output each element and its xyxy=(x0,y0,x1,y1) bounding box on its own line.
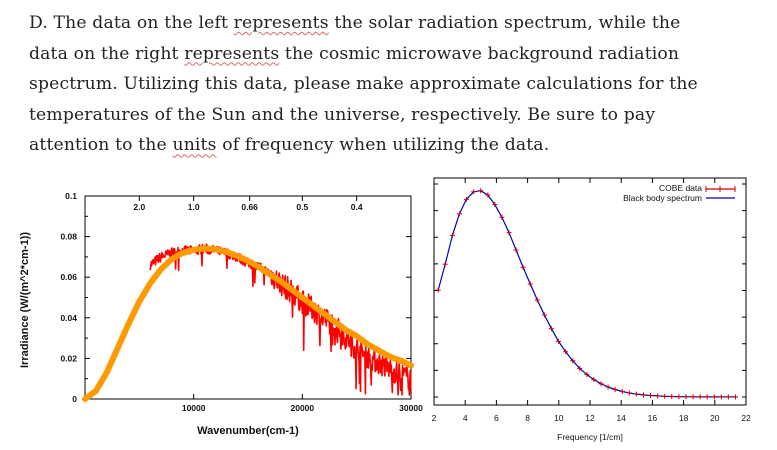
cmb-xtick-label: 6 xyxy=(494,413,499,423)
solar-ytick-label: 0.06 xyxy=(60,272,77,282)
solar-ytick-label: 0 xyxy=(72,394,77,404)
cmb-legend: COBE data Black body spectrum xyxy=(623,183,736,203)
cmb-xtick-label: 4 xyxy=(463,413,468,423)
solar-top-tick-label: 1.0 xyxy=(188,202,200,212)
cmb-xtick-label: 22 xyxy=(741,413,751,423)
solar-blackbody-line xyxy=(82,245,414,402)
solar-xtick-label: 20000 xyxy=(291,403,315,413)
legend-blackbody-label: Black body spectrum xyxy=(623,193,702,203)
cmb-xtick-label: 18 xyxy=(679,413,689,423)
cmb-spectrum-chart: 2 4 6 8 10 12 14 16 18 20 22 Frequency [1/cm] COBE… xyxy=(432,177,751,442)
cmb-series xyxy=(435,188,739,400)
solar-top-tick-label: 0.4 xyxy=(351,202,363,212)
question-line-1: D. The data on the left represents the s… xyxy=(29,13,681,33)
question-line-4: temperatures of the Sun and the universe… xyxy=(29,104,656,125)
solar-ytick-label: 0.02 xyxy=(60,353,77,363)
solar-measured-line xyxy=(149,243,412,396)
cmb-xtick-label: 12 xyxy=(585,413,595,423)
solar-ytick-label: 0.1 xyxy=(65,191,77,201)
solar-y-axis-label: Irradiance (W/(m^2*cm-1)) xyxy=(19,232,31,368)
solar-series xyxy=(82,243,414,402)
solar-ytick-label: 0.04 xyxy=(60,313,77,323)
cmb-blackbody-line xyxy=(437,190,736,398)
question-line-5: attention to the units of frequency when… xyxy=(29,135,550,156)
cmb-xtick-label: 10 xyxy=(554,413,564,423)
solar-spectrum-chart: 0 0.02 0.04 0.06 0.08 0.1 10000 20000 30000 2.0 1.… xyxy=(19,191,423,437)
question-line-2: data on the right represents the cosmic … xyxy=(29,43,680,64)
cmb-x-axis-label: Frequency [1/cm] xyxy=(557,432,623,442)
cmb-xtick-label: 16 xyxy=(648,413,658,423)
question-text: D. The data on the left represents the s… xyxy=(29,8,764,161)
solar-ytick-label: 0.08 xyxy=(60,232,77,242)
cmb-xtick-label: 2 xyxy=(432,413,437,423)
solar-top-tick-label: 0.66 xyxy=(241,202,258,212)
solar-axis-ticks: 0 0.02 0.04 0.06 0.08 0.1 10000 20000 30000 2.0 1.… xyxy=(60,191,423,413)
solar-xtick-label: 30000 xyxy=(399,403,423,413)
solar-top-tick-label: 0.5 xyxy=(296,202,308,212)
solar-xtick-label: 10000 xyxy=(182,403,206,413)
solar-plot-frame xyxy=(84,195,412,400)
question-line-3: spectrum. Utilizing this data, please ma… xyxy=(29,74,698,95)
cmb-xtick-label: 8 xyxy=(525,413,530,423)
cmb-plot-frame xyxy=(433,177,747,406)
cmb-axis-ticks: 2 4 6 8 10 12 14 16 18 20 22 xyxy=(432,178,751,423)
solar-x-axis-label: Wavenumber(cm-1) xyxy=(197,425,299,437)
cmb-xtick-label: 20 xyxy=(710,413,720,423)
legend-cobe-label: COBE data xyxy=(659,183,702,193)
solar-top-tick-label: 2.0 xyxy=(133,202,145,212)
cmb-xtick-label: 14 xyxy=(616,413,626,423)
